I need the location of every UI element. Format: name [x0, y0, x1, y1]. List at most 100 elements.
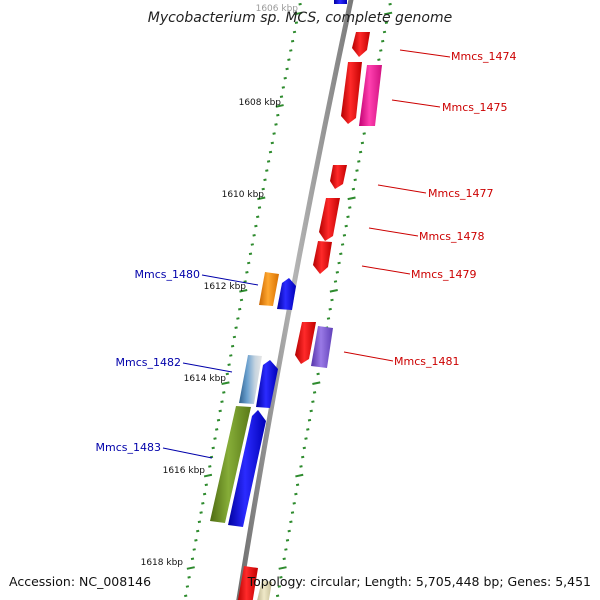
ruler-dot — [362, 132, 366, 135]
ruler-major-tick — [384, 11, 393, 16]
ruler-major-tick — [278, 566, 287, 570]
gene-label-mmcs-1478[interactable]: Mmcs_1478 — [419, 230, 484, 243]
gene-arrow-mmcs-1483a[interactable] — [210, 406, 251, 523]
ruler-major-tick — [347, 196, 356, 201]
ruler-dot — [355, 169, 359, 172]
ruler-dot — [187, 576, 191, 579]
ruler-dot — [326, 317, 331, 320]
gene-arrow-mmcs-1483b[interactable] — [228, 410, 266, 527]
ruler-dot — [194, 539, 198, 542]
ruler-dot — [266, 160, 271, 163]
ruler-dot — [316, 372, 320, 376]
ruler-major-tick — [295, 473, 304, 478]
map-title: Mycobacterium sp. MCS, complete genome — [147, 10, 453, 26]
gene-label-mmcs-1474[interactable]: Mmcs_1474 — [451, 50, 516, 63]
ruler-dot — [299, 465, 303, 468]
ruler-major-tick — [221, 381, 230, 386]
gene-arrow-mmcs-1475a[interactable] — [341, 62, 362, 124]
ruler-dot — [196, 529, 200, 533]
ruler-dot — [339, 252, 343, 256]
ruler-dot — [298, 2, 302, 6]
ruler-dot — [208, 465, 212, 468]
ruler-dot — [294, 21, 299, 24]
ruler-dot — [239, 298, 244, 302]
ruler-dot — [229, 354, 233, 357]
ruler-dot — [199, 511, 203, 514]
label-leaders — [162, 49, 451, 459]
leader-mmcs-1475 — [391, 99, 441, 108]
tick-label: 1608 kbp — [239, 98, 282, 108]
gene-arrow-mmcs-1477[interactable] — [330, 165, 347, 189]
ruler-dot — [379, 49, 383, 52]
leader-mmcs-1477 — [377, 184, 427, 194]
ruler-dot — [225, 372, 229, 376]
ruler-dot — [254, 224, 258, 228]
ruler-dot — [261, 187, 265, 191]
reverse-strand-genes — [210, 272, 296, 527]
gene-label-mmcs-1482[interactable]: Mmcs_1482 — [116, 356, 181, 369]
ruler-dot — [342, 234, 347, 237]
gene-label-mmcs-1483[interactable]: Mmcs_1483 — [96, 441, 161, 454]
ruler-dot — [222, 391, 226, 394]
leader-mmcs-1482 — [182, 362, 233, 373]
gene-arrow-mmcs-1482a[interactable] — [239, 355, 262, 404]
gene-label-mmcs-1479[interactable]: Mmcs_1479 — [411, 268, 476, 281]
leader-mmcs-1481 — [343, 351, 394, 362]
leader-mmcs-1479 — [361, 265, 411, 275]
tick-label: 1612 kbp — [204, 282, 247, 292]
gene-label-mmcs-1477[interactable]: Mmcs_1477 — [428, 187, 493, 200]
ruler-dot — [230, 344, 235, 348]
ruler-dot — [307, 418, 312, 422]
leader-mmcs-1483 — [162, 447, 213, 459]
ruler-dot — [295, 483, 300, 487]
gene-arrow-mmcs-1481b[interactable] — [311, 326, 333, 368]
gene-arrow-mmcs-1479[interactable] — [313, 241, 332, 274]
ruler-dot — [381, 39, 385, 43]
ruler-dot — [204, 483, 208, 487]
ruler-dot — [256, 215, 260, 219]
gene-arrow-bottom-tan[interactable] — [256, 580, 272, 600]
inner-ruler — [184, 2, 303, 598]
ruler-dot — [309, 409, 313, 413]
gene-label-mmcs-1480[interactable]: Mmcs_1480 — [135, 268, 200, 281]
gene-arrow-mmcs-1482b[interactable] — [256, 360, 278, 408]
ruler-dot — [279, 95, 284, 98]
gene-arrow-bottom-red[interactable] — [237, 566, 258, 600]
ruler-dot — [238, 307, 242, 311]
tick-label: 1610 kbp — [222, 190, 265, 200]
ruler-dot — [348, 206, 352, 209]
gene-arrow-mmcs-1475b[interactable] — [359, 65, 382, 126]
ruler-dot — [344, 224, 348, 228]
ruler-dot — [201, 502, 205, 505]
gene-arrow-mmcs-1478[interactable] — [319, 198, 340, 241]
ruler-dot — [227, 363, 231, 366]
gene-label-mmcs-1475[interactable]: Mmcs_1475 — [442, 101, 507, 114]
ruler-dot — [218, 409, 222, 413]
leader-mmcs-1474 — [399, 49, 451, 58]
ruler-dot — [287, 58, 291, 61]
gene-arrow-mmcs-1481a[interactable] — [295, 322, 316, 364]
gene-arrow-mmcs-1473[interactable] — [334, 0, 347, 4]
ruler-dot — [270, 141, 274, 145]
ruler-dot — [294, 492, 298, 496]
accession-text: Accession: NC_008146 — [9, 574, 152, 589]
ruler-dot — [301, 455, 305, 459]
ruler-dot — [192, 548, 196, 551]
ruler-dot — [211, 446, 215, 450]
ruler-dot — [304, 437, 308, 440]
gene-label-mmcs-1481[interactable]: Mmcs_1481 — [394, 355, 459, 368]
gene-arrow-mmcs-1480a[interactable] — [259, 272, 279, 306]
ruler-dot — [328, 307, 332, 311]
gene-arrow-mmcs-1480b[interactable] — [277, 278, 296, 310]
ruler-dot — [276, 113, 280, 117]
ruler-dot — [272, 132, 276, 135]
gene-arrow-mmcs-1474[interactable] — [352, 32, 370, 57]
ruler-dot — [306, 428, 310, 431]
ruler-dot — [283, 76, 287, 80]
ruler-dot — [279, 576, 283, 579]
ruler-dot — [281, 86, 285, 89]
ruler-dot — [353, 178, 357, 182]
ruler-dot — [277, 585, 281, 588]
ruler-dot — [360, 141, 365, 145]
